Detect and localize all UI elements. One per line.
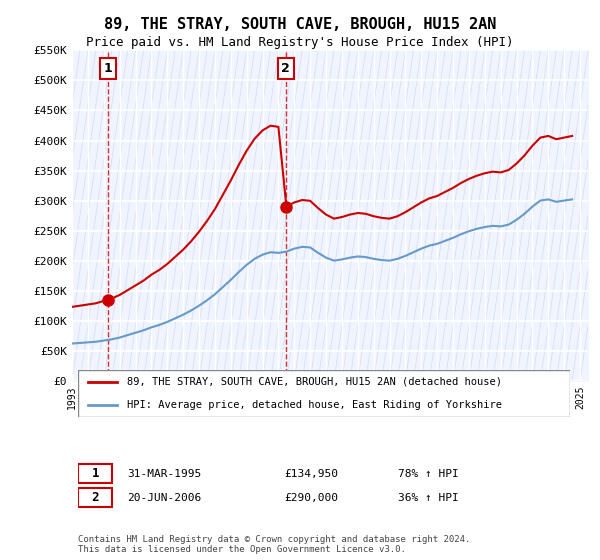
Text: £290,000: £290,000 — [284, 493, 338, 503]
Text: 89, THE STRAY, SOUTH CAVE, BROUGH, HU15 2AN: 89, THE STRAY, SOUTH CAVE, BROUGH, HU15 … — [104, 17, 496, 32]
Text: 20-JUN-2006: 20-JUN-2006 — [127, 493, 202, 503]
Text: 1: 1 — [103, 62, 112, 75]
Text: 31-MAR-1995: 31-MAR-1995 — [127, 469, 202, 479]
Text: 2: 2 — [281, 62, 290, 75]
Text: HPI: Average price, detached house, East Riding of Yorkshire: HPI: Average price, detached house, East… — [127, 400, 502, 410]
Text: 1: 1 — [91, 468, 99, 480]
Text: 36% ↑ HPI: 36% ↑ HPI — [398, 493, 458, 503]
Text: Contains HM Land Registry data © Crown copyright and database right 2024.
This d: Contains HM Land Registry data © Crown c… — [78, 535, 470, 554]
Text: 78% ↑ HPI: 78% ↑ HPI — [398, 469, 458, 479]
FancyBboxPatch shape — [78, 370, 570, 417]
Text: 2: 2 — [91, 491, 99, 504]
Text: £134,950: £134,950 — [284, 469, 338, 479]
Text: 89, THE STRAY, SOUTH CAVE, BROUGH, HU15 2AN (detached house): 89, THE STRAY, SOUTH CAVE, BROUGH, HU15 … — [127, 376, 502, 386]
Text: Price paid vs. HM Land Registry's House Price Index (HPI): Price paid vs. HM Land Registry's House … — [86, 36, 514, 49]
FancyBboxPatch shape — [78, 464, 112, 483]
FancyBboxPatch shape — [78, 488, 112, 507]
